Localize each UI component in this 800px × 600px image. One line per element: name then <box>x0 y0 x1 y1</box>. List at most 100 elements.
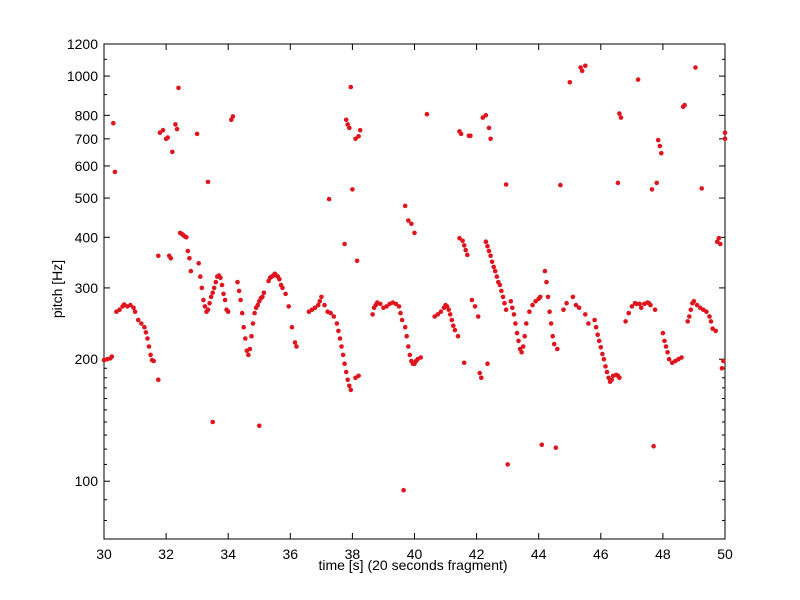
data-point <box>691 299 697 304</box>
data-point <box>156 253 161 259</box>
data-point <box>452 327 458 333</box>
data-point <box>255 302 260 308</box>
data-point <box>210 290 215 296</box>
data-point <box>513 321 518 326</box>
data-point <box>716 235 722 241</box>
data-point <box>208 294 214 300</box>
data-point <box>289 324 295 330</box>
data-point <box>247 346 253 352</box>
data-point <box>412 230 417 236</box>
data-point <box>530 302 535 308</box>
y-tick-label: 200 <box>75 351 99 367</box>
data-point <box>649 187 655 192</box>
data-point <box>402 203 408 209</box>
data-point <box>637 301 642 307</box>
data-point <box>235 279 240 285</box>
data-point <box>347 383 352 389</box>
data-point <box>618 115 624 120</box>
data-point <box>139 321 144 326</box>
data-point <box>688 307 694 313</box>
data-point <box>354 258 360 264</box>
data-point <box>165 135 170 140</box>
data-point <box>682 102 687 108</box>
data-point <box>132 309 138 315</box>
data-point <box>339 344 344 349</box>
data-point <box>207 300 212 306</box>
data-point <box>604 369 610 375</box>
data-point <box>198 274 203 279</box>
data-point <box>564 300 569 306</box>
data-point <box>657 143 663 149</box>
data-point <box>719 366 725 371</box>
data-point <box>707 314 712 319</box>
data-point <box>503 307 509 313</box>
data-point <box>527 309 532 315</box>
data-point <box>660 330 666 336</box>
axes-box <box>103 43 726 540</box>
data-point <box>583 63 588 69</box>
data-point <box>348 84 354 90</box>
data-point <box>196 261 201 266</box>
data-point <box>218 275 223 281</box>
data-point <box>239 310 245 316</box>
data-point <box>176 85 181 91</box>
data-point <box>544 279 549 285</box>
data-point <box>721 358 726 364</box>
data-point <box>277 277 282 282</box>
data-point <box>635 77 641 82</box>
data-point <box>499 288 504 294</box>
data-point <box>199 285 205 291</box>
data-point <box>485 244 490 249</box>
data-point <box>424 111 430 117</box>
x-tick-label: 48 <box>655 546 671 562</box>
data-point <box>457 235 462 241</box>
x-axis-label: time [s] (20 seconds fragment) <box>318 557 507 573</box>
data-point <box>401 487 406 493</box>
data-point <box>603 364 608 369</box>
data-point <box>173 122 178 127</box>
data-point <box>520 344 526 349</box>
data-point <box>469 297 475 303</box>
data-point <box>483 113 489 118</box>
data-point <box>370 312 375 317</box>
data-point <box>337 336 343 341</box>
data-point <box>331 314 337 319</box>
data-point <box>483 239 489 244</box>
data-point <box>579 68 585 74</box>
data-point <box>553 445 559 451</box>
data-point <box>511 312 517 317</box>
data-point <box>188 268 194 274</box>
data-point <box>393 301 399 307</box>
data-point <box>205 307 211 313</box>
data-point <box>629 304 635 309</box>
data-point <box>679 355 684 360</box>
data-point <box>551 341 557 347</box>
data-point <box>533 299 538 304</box>
data-point <box>687 314 692 319</box>
data-point <box>638 305 644 311</box>
data-point <box>345 377 351 383</box>
data-point <box>319 294 324 300</box>
data-point <box>648 302 653 308</box>
data-point <box>601 356 607 362</box>
data-point <box>659 150 664 156</box>
data-point <box>213 279 219 285</box>
data-point <box>447 312 453 317</box>
x-tick-label: 44 <box>531 546 547 562</box>
data-point <box>592 317 597 323</box>
data-point <box>345 122 351 127</box>
data-point <box>111 120 116 126</box>
data-point <box>460 238 465 244</box>
data-point <box>718 241 723 247</box>
data-points <box>101 63 728 493</box>
data-point <box>160 127 166 133</box>
data-point <box>241 324 246 330</box>
data-point <box>398 310 403 316</box>
data-point <box>236 288 242 294</box>
data-point <box>722 130 728 135</box>
plot-frame <box>103 43 726 540</box>
data-point <box>665 350 670 355</box>
data-point <box>292 340 298 345</box>
y-tick-label: 100 <box>75 473 99 489</box>
data-point <box>135 317 141 323</box>
